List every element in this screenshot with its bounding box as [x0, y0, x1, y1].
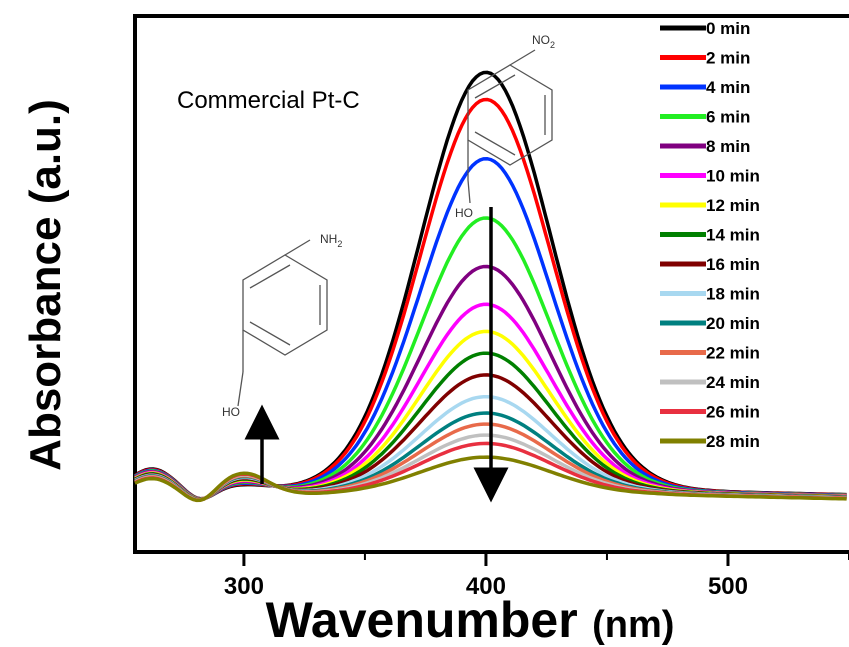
legend-label-9: 18 min [706, 285, 760, 304]
legend-label-4: 8 min [706, 137, 750, 156]
hydroxyl-label-right: HO [455, 206, 473, 220]
hydroxyl-label-left: HO [222, 405, 240, 419]
y-axis-title: Absorbance (a.u.) [21, 99, 70, 471]
legend: 0 min 2 min 4 min 6 min 8 min 10 min 12 min 14 … [660, 19, 760, 451]
x-tick-label-500: 500 [708, 573, 748, 600]
legend-label-6: 12 min [706, 196, 760, 215]
amine-label: NH2 [320, 232, 342, 249]
x-tick-label-400: 400 [466, 573, 506, 600]
x-tick-label-300: 300 [224, 573, 264, 600]
legend-label-5: 10 min [706, 167, 760, 186]
legend-label-12: 24 min [706, 373, 760, 392]
plot-frame [133, 14, 849, 554]
legend-label-11: 22 min [706, 344, 760, 363]
x-axis-label: Wavenumber [266, 592, 578, 647]
legend-label-1: 2 min [706, 49, 750, 68]
legend-label-10: 20 min [706, 314, 760, 333]
nitro-label: NO2 [532, 33, 555, 50]
legend-label-2: 4 min [706, 78, 750, 97]
legend-label-14: 28 min [706, 432, 760, 451]
x-axis-title: Wavenumber (nm) [266, 592, 675, 647]
legend-label-0: 0 min [706, 19, 750, 38]
nitrophenol-structure [467, 49, 553, 204]
legend-label-7: 14 min [706, 226, 760, 245]
aminophenol-structure [242, 239, 328, 372]
x-axis-ticks: 300 400 500 [224, 552, 849, 600]
chart-title: Commercial Pt-C [177, 87, 360, 114]
legend-label-13: 26 min [706, 403, 760, 422]
legend-label-3: 6 min [706, 108, 750, 127]
legend-label-8: 16 min [706, 255, 760, 274]
x-axis-unit: (nm) [592, 604, 674, 646]
